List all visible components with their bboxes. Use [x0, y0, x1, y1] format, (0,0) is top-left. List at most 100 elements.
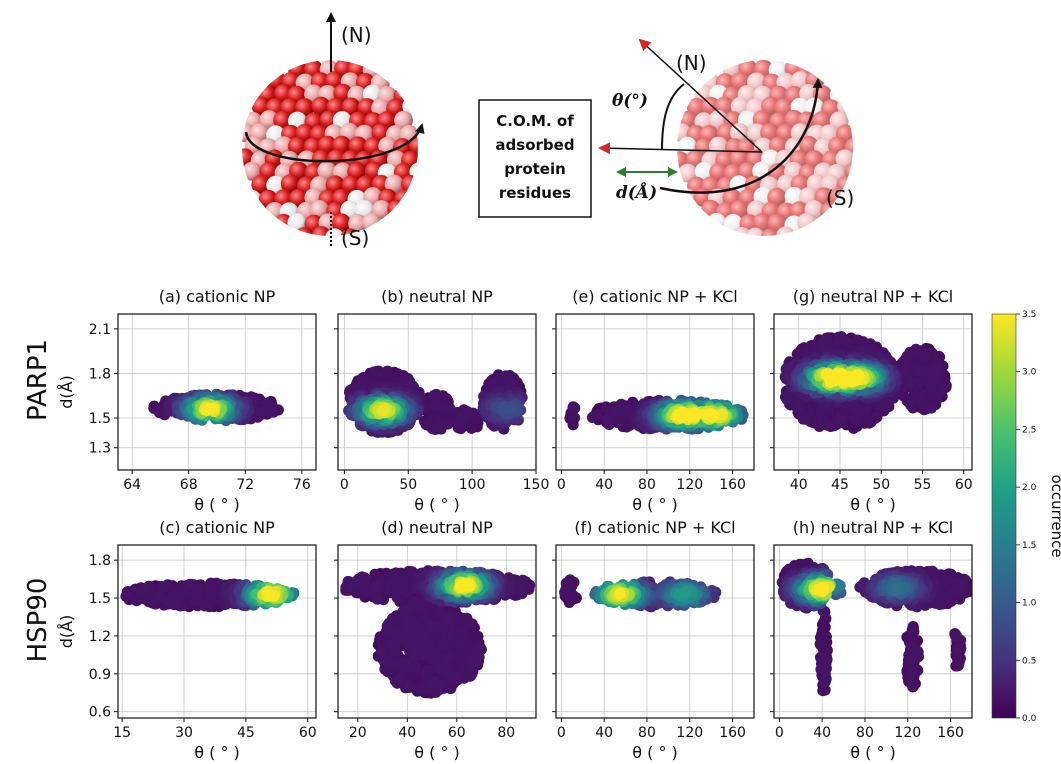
data-point — [157, 581, 169, 593]
data-point — [925, 402, 937, 414]
data-point — [392, 673, 404, 685]
data-point — [950, 630, 962, 642]
data-point — [897, 363, 909, 375]
panel-5: 15 30 45 600.60.91.21.51.8(c) cationic NPθ … — [57, 518, 317, 762]
data-point — [264, 404, 277, 416]
data-point — [380, 626, 392, 638]
colorbar: 0.00.51.01.52.02.53.03.5 occurrence — [991, 310, 1061, 724]
panel-frame — [117, 544, 317, 719]
y-tick-label: 1.5 — [89, 591, 111, 607]
data-point — [821, 419, 834, 431]
data-point — [402, 373, 414, 385]
x-tick-label: 55 — [914, 477, 932, 493]
panel-grid — [556, 545, 754, 718]
panel-1: 64 68 72 761.31.51.82.1(a) cationic NPθ ( °… — [57, 287, 317, 514]
data-point — [442, 623, 455, 635]
panel-frame — [773, 313, 973, 471]
data-point — [913, 376, 925, 389]
data-point — [511, 579, 524, 591]
data-point — [603, 418, 615, 430]
data-point — [913, 391, 925, 404]
data-point — [791, 348, 803, 360]
data-point — [565, 594, 577, 606]
x-tick-label: 60 — [955, 477, 973, 493]
data-point — [819, 684, 831, 696]
panel-frame — [117, 313, 317, 471]
data-point — [415, 683, 427, 695]
data-point — [431, 649, 443, 661]
data-point — [910, 343, 922, 355]
panel-title: (b) neutral NP — [381, 287, 493, 306]
y-tick-label: 1.3 — [89, 441, 111, 457]
data-point — [449, 670, 461, 682]
data-point — [401, 616, 413, 628]
data-point — [679, 587, 691, 599]
row-label-hsp90: HSP90 — [23, 578, 53, 663]
data-point — [377, 405, 389, 417]
x-tick-label: 72 — [236, 477, 254, 493]
panel-frame — [337, 544, 537, 719]
panel-points — [776, 557, 972, 697]
x-tick-label: 120 — [894, 725, 921, 741]
x-tick-label: 80 — [638, 477, 656, 493]
panel-frame — [773, 544, 973, 719]
data-point — [454, 637, 466, 650]
data-point — [590, 408, 602, 420]
data-point — [468, 632, 480, 645]
data-point — [621, 404, 634, 416]
com-box-line-1: C.O.M. of — [496, 112, 574, 130]
x-tick-label: 60 — [299, 725, 317, 741]
data-point — [408, 595, 420, 607]
data-point — [178, 587, 190, 600]
x-tick-label: 160 — [719, 477, 746, 493]
y-tick-label: 1.5 — [89, 411, 111, 427]
x-axis-label: θ ( ° ) — [632, 495, 678, 514]
data-point — [834, 411, 846, 423]
data-point — [441, 393, 453, 405]
colorbar-gradient — [991, 313, 1017, 719]
x-tick-label: 80 — [638, 725, 656, 741]
panel-title: (c) cationic NP — [159, 518, 275, 537]
data-point — [930, 597, 943, 610]
x-tick-label: 40 — [398, 725, 416, 741]
panel-grid — [556, 314, 754, 470]
y-tick-label: 0.9 — [89, 667, 111, 683]
x-tick-label: 0 — [775, 725, 784, 741]
x-axis-label: θ ( ° ) — [414, 743, 460, 762]
data-point — [458, 629, 470, 641]
data-point — [815, 663, 828, 675]
left-nanoparticle-image — [242, 60, 418, 236]
x-tick-label: 15 — [113, 725, 131, 741]
data-point — [400, 660, 412, 672]
panel-frame — [555, 544, 755, 719]
panel-title: (a) cationic NP — [159, 287, 276, 306]
distance-label: d(Å) — [616, 181, 657, 203]
data-point — [385, 577, 397, 590]
data-point — [410, 662, 422, 674]
data-point — [781, 390, 793, 402]
data-point — [943, 589, 955, 602]
data-point — [440, 653, 452, 665]
x-tick-label: 50 — [872, 477, 890, 493]
data-point — [412, 624, 424, 637]
data-point — [425, 620, 437, 632]
panel-title: (g) neutral NP + KCl — [793, 287, 953, 306]
panel-frame — [337, 313, 537, 471]
data-point — [409, 649, 421, 662]
data-point — [440, 611, 452, 623]
red-arrow-north — [638, 38, 763, 153]
data-point — [192, 591, 204, 603]
panel-title: (f) cationic NP + KCl — [574, 518, 735, 537]
colorbar-tick-label: 0.5 — [1022, 656, 1036, 666]
data-point — [559, 586, 571, 598]
data-point — [792, 403, 804, 415]
data-point — [408, 635, 421, 647]
data-point — [871, 411, 883, 423]
x-tick-label: 80 — [497, 725, 515, 741]
x-tick-label: 45 — [831, 477, 849, 493]
left-rotation-arrow — [244, 123, 425, 163]
right-south-label: (S) — [826, 186, 854, 210]
data-point — [951, 578, 963, 590]
data-point — [253, 406, 265, 418]
